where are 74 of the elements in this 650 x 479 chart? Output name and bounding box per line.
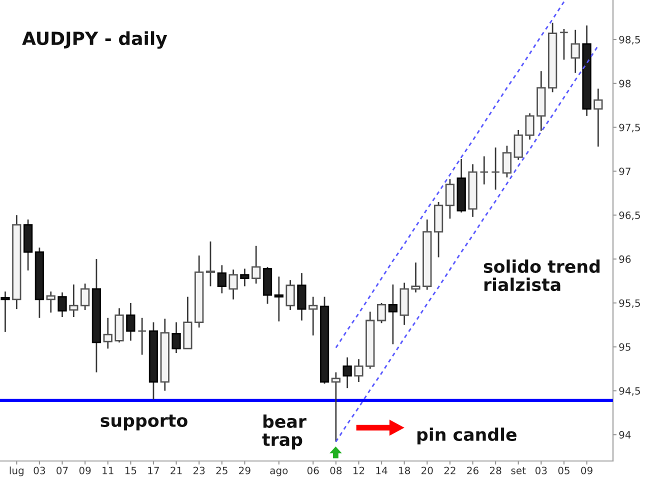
x-tick-label: 21 — [170, 466, 182, 474]
x-tick-label: 14 — [376, 466, 388, 474]
candlestick — [297, 272, 306, 322]
candlestick — [103, 317, 112, 350]
y-tick-label: 96,5 — [619, 212, 640, 220]
candlestick — [594, 88, 603, 148]
candlestick — [525, 112, 534, 140]
y-tick-label: 95,5 — [619, 299, 640, 308]
y-tick-label: 95 — [619, 343, 630, 351]
candlestick — [206, 240, 216, 287]
x-tick-label: ago — [270, 468, 288, 476]
y-tick-label: 97 — [619, 168, 630, 176]
candlestick — [286, 279, 295, 311]
line-series — [335, 44, 599, 442]
x-tick-label: 28 — [490, 466, 502, 474]
x-tick-label: 22 — [444, 466, 456, 474]
candlestick — [502, 145, 512, 178]
x-tick-label: 03 — [34, 466, 46, 474]
candlestick — [342, 356, 352, 389]
x-tick-label: 25 — [216, 466, 228, 474]
x-tick-label: 23 — [193, 466, 205, 474]
x-tick-label: 15 — [125, 466, 136, 474]
candlestick — [126, 302, 136, 342]
x-tick-label: set — [511, 467, 526, 474]
candlestick — [331, 372, 340, 442]
annotation: pin candle — [417, 428, 516, 444]
candlestick — [217, 264, 226, 294]
candlestick — [559, 28, 569, 60]
candlestick — [490, 146, 500, 190]
candlestick — [445, 178, 455, 220]
candlestick — [570, 29, 580, 74]
candlestick — [480, 156, 489, 186]
annotation: bear trap — [262, 414, 306, 450]
x-tick-label: 29 — [239, 466, 250, 474]
annotation: solido trend rialzista — [484, 260, 600, 292]
y-tick-label: 94,5 — [619, 387, 640, 396]
candlestick — [172, 322, 181, 354]
candlestick — [46, 290, 56, 314]
candlestick — [514, 129, 523, 161]
x-tick-label: 09 — [79, 466, 91, 474]
y-tick-label: 94 — [619, 431, 631, 439]
candlestick — [388, 284, 398, 345]
candlestick — [252, 245, 261, 284]
candlestick — [0, 290, 10, 333]
candlestick — [69, 284, 78, 318]
x-tick-label: 26 — [467, 466, 478, 474]
x-tick-label: 12 — [353, 466, 364, 474]
x-tick-label: 09 — [581, 466, 592, 474]
x-tick-label: 08 — [330, 466, 342, 474]
y-tick-label: 98 — [619, 80, 631, 88]
x-tick-label: 18 — [399, 466, 410, 474]
candlestick — [228, 268, 238, 300]
x-tick-label: lug — [10, 466, 24, 476]
text: AUDJPY - daily — [22, 31, 168, 49]
candlestick — [274, 276, 284, 322]
x-tick-label: 06 — [307, 466, 319, 474]
candlestick — [80, 282, 90, 311]
candlestick — [308, 296, 318, 336]
candlestick — [138, 317, 147, 356]
candlestick — [58, 292, 67, 318]
x-tick-label: 07 — [56, 466, 68, 474]
y-tick-label: 97,5 — [619, 124, 640, 132]
x-tick-label: 17 — [148, 466, 159, 474]
x-tick-label: 20 — [422, 466, 433, 474]
x-tick-label: 05 — [558, 466, 570, 474]
y-tick-label: 96 — [619, 255, 631, 263]
x-tick-label: 03 — [535, 466, 547, 474]
candlestick — [376, 302, 386, 324]
x-tick-label: 11 — [102, 466, 114, 474]
candlestick — [411, 262, 420, 294]
candlestick — [240, 268, 250, 287]
ref-line-label: supporto — [100, 414, 188, 430]
candlestick — [354, 358, 364, 383]
y-tick-label: 98,5 — [619, 36, 640, 44]
